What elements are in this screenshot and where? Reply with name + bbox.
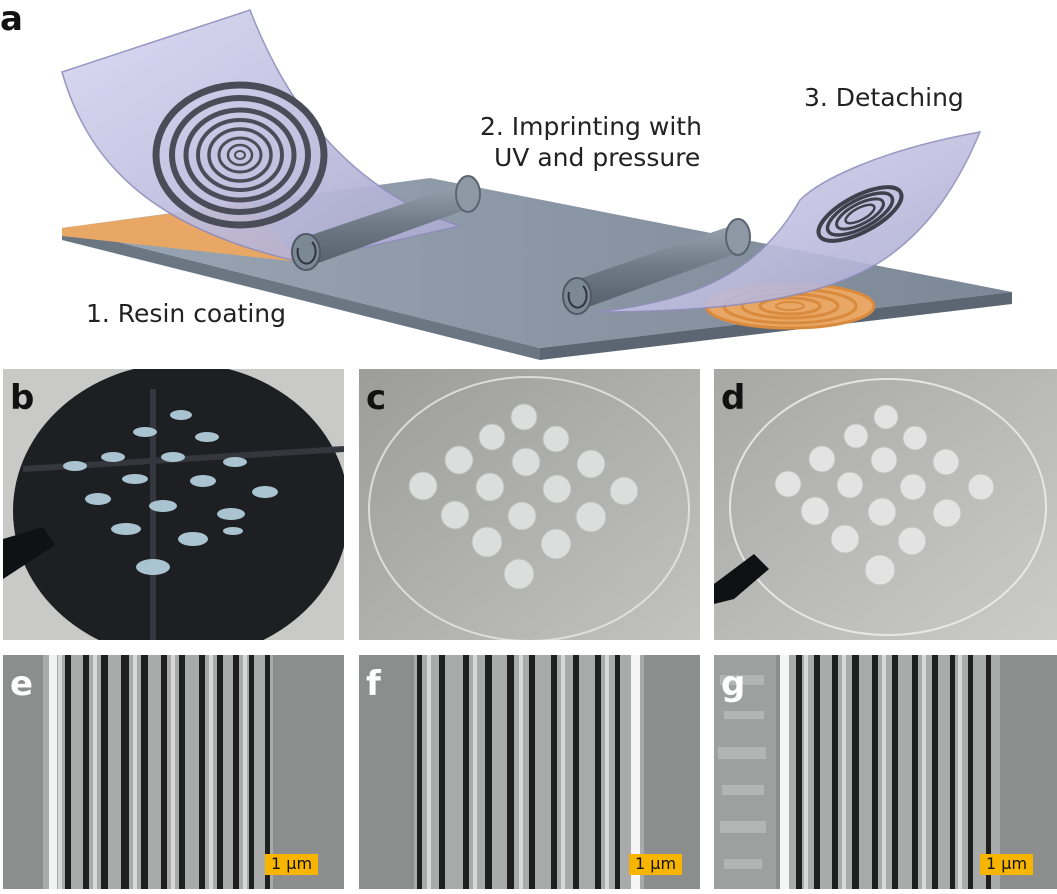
imprint-process-illustration (61, 9, 1012, 360)
panel-f: f 1 µm (359, 655, 700, 889)
wafer-photo-b (3, 369, 344, 640)
panel-label-c: c (366, 378, 387, 418)
scale-bar-f: 1 µm (629, 854, 683, 875)
panel-label-b: b (10, 378, 35, 418)
grating-lines-e (49, 655, 270, 889)
panel-label-d: d (721, 378, 746, 418)
panel-label-e: e (10, 664, 34, 704)
roller-right (562, 218, 751, 315)
tweezers-b (3, 527, 55, 579)
grating-lines-g (780, 655, 991, 889)
panel-c: c (359, 369, 700, 640)
panel-b: b (3, 369, 344, 640)
wafer-photo-d (714, 369, 1057, 640)
panel-label-f: f (366, 664, 381, 704)
metalens-pattern-detached (816, 185, 904, 243)
panel-d: d (714, 369, 1057, 640)
film-sheet-left (61, 9, 463, 263)
panel-e: e 1 µm (3, 655, 344, 889)
lens-array-c (408, 403, 639, 590)
roller-left (291, 175, 481, 271)
panel-a: a 1. Resin coating 2. Imprinting with UV… (0, 0, 1057, 365)
step-imprinting-line2: UV and pressure (494, 143, 701, 172)
step-resin-coating: 1. Resin coating (86, 299, 287, 328)
metalens-pattern (152, 81, 328, 229)
lens-array-b (63, 410, 278, 575)
panel-g: g 1 µm (714, 655, 1057, 889)
scale-bar-e: 1 µm (265, 854, 319, 875)
panel-label-a: a (0, 0, 23, 39)
panel-label-g: g (721, 664, 746, 704)
sem-image-f (359, 655, 700, 889)
wafer-photo-c (359, 369, 700, 640)
tweezers-d (714, 554, 769, 604)
grating-lines-f (417, 655, 640, 889)
porous-region-g (718, 675, 766, 869)
film-sheet-right (595, 131, 982, 313)
lens-array-d (774, 404, 995, 586)
step-detaching: 3. Detaching (804, 83, 964, 112)
scale-bar-g: 1 µm (980, 854, 1034, 875)
step-imprinting-line1: 2. Imprinting with (480, 112, 702, 141)
sem-image-g (714, 655, 1057, 889)
sem-image-e (3, 655, 344, 889)
